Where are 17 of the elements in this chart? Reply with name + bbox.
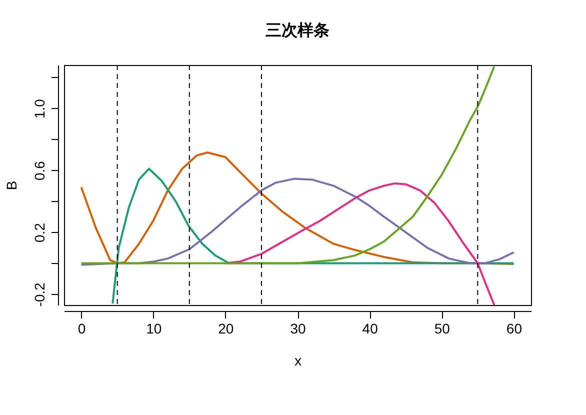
x-tick-label: 40	[362, 320, 378, 336]
chart-title: 三次样条	[266, 20, 330, 40]
line-series	[80, 151, 515, 265]
x-axis-title: x	[294, 352, 302, 368]
x-tick-label: 20	[218, 320, 234, 336]
y-tick-label: -0.2	[32, 282, 48, 307]
y-tick-label: 0.2	[32, 222, 48, 242]
y-tick-label: 1.0	[32, 98, 48, 119]
y-tick-label: 0.6	[32, 160, 48, 181]
y-axis-title: B	[4, 180, 20, 190]
x-tick-label: 0	[78, 320, 86, 336]
x-tick-label: 10	[146, 320, 162, 336]
x-tick-label: 60	[506, 320, 522, 336]
line-series	[80, 178, 515, 266]
x-tick-label: 50	[434, 320, 450, 336]
line-series	[80, 66, 496, 264]
x-tick-label: 30	[290, 320, 306, 336]
